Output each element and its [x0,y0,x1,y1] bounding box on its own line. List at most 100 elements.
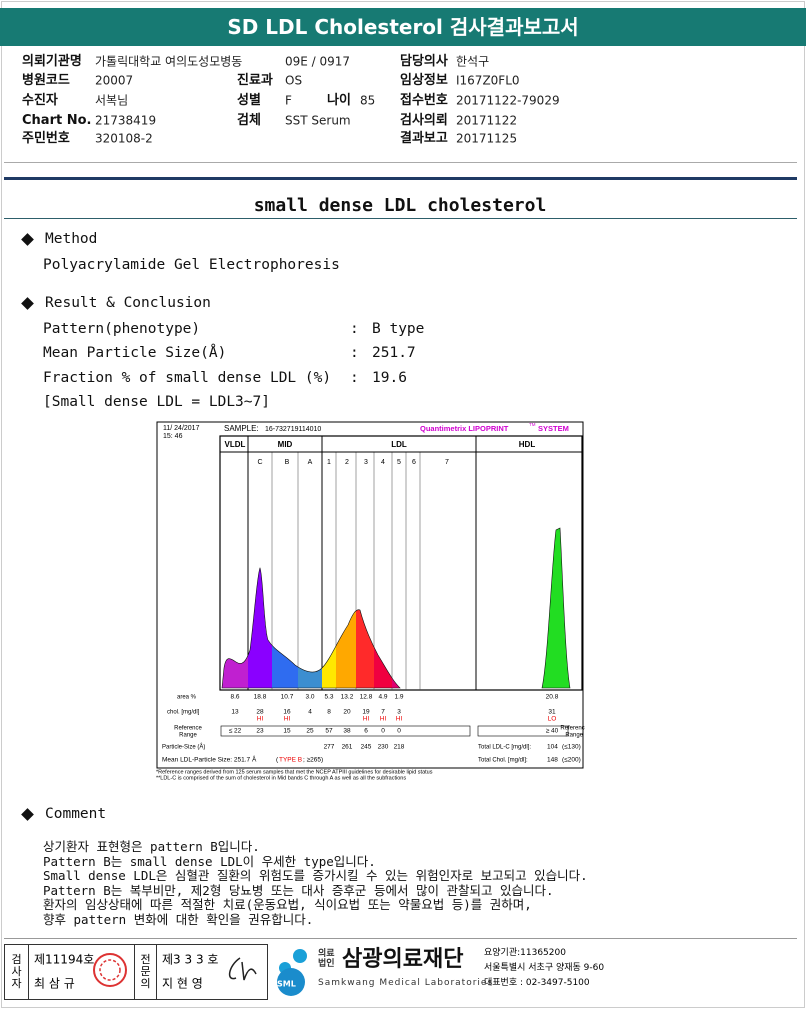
result-value: 251.7 [372,345,416,362]
flag: HI [380,716,387,723]
total-ref: (≤130) [562,744,581,751]
particle-size: 245 [361,744,372,751]
company-phone: 대표번호 : 02-3497-5100 [484,978,590,989]
type-open: ( [276,757,279,764]
section-title: small dense LDL cholesterol [253,195,547,217]
info-value: 20171122 [456,113,518,128]
reference-value: 57 [325,728,333,735]
result-separator: : [350,345,359,362]
result-separator: : [350,370,359,387]
group-label: MID [278,440,293,449]
particle-size: 218 [394,744,405,751]
total-value: 148 [547,757,558,764]
info-label: 진료과 [237,72,273,88]
area-value: 5.3 [324,694,333,701]
chol-value: 8 [327,709,331,716]
section-bottom-rule [4,218,797,219]
result-label: Fraction % of small dense LDL (%) [43,370,332,387]
band-label: 1 [327,459,331,466]
footer-rule [4,938,797,939]
info-label: 나이 [327,92,351,108]
area-value: 20.8 [546,694,559,701]
specialist-number: 제3 3 3 호 [162,952,219,967]
group-label: VLDL [225,440,246,449]
chart-time: 15: 46 [163,433,183,440]
result-note: [Small dense LDL = LDL3~7] [43,394,270,411]
info-label: 성별 [237,92,261,108]
signature [228,957,257,981]
band-label: 6 [412,459,416,466]
info-label: Chart No. [22,112,92,128]
flag: HI [257,716,264,723]
band-label: 4 [381,459,385,466]
chol-value: 16 [283,709,291,716]
signature-divider [28,944,29,1000]
group-label: HDL [519,440,536,449]
result-label: Mean Particle Size(Å) [43,345,227,362]
area-value: 4.9 [378,694,387,701]
reference-value: 6 [364,728,368,735]
area-value: 1.9 [394,694,403,701]
total-label: Total LDL-C [mg/dl]: [478,745,531,751]
comment-line: Small dense LDL은 심혈관 질환의 위험도를 증가시킬 수 있는 … [43,868,588,884]
chol-value: 13 [231,709,239,716]
examiner-name: 최 삼 규 [34,976,75,991]
particle-size: 261 [342,744,353,751]
curve-outline [221,527,571,689]
comment-line: 향후 pattern 변화에 대한 확인을 권유합니다. [43,912,314,928]
flag: HI [284,716,291,723]
sample-label: SAMPLE: [224,424,259,433]
reference-box [220,725,471,737]
stamp [93,953,127,987]
total-value: 104 [547,744,558,751]
mean-size: Mean LDL-Particle Size: 251.7 Å [162,755,257,764]
comment-heading: Comment [45,806,107,823]
info-value: 20007 [95,73,134,88]
info-label: 검사의뢰 [400,112,448,128]
info-value: 서복님 [95,93,129,108]
specialist-name: 지 현 영 [162,976,203,991]
info-value: 85 [360,93,376,108]
method-heading: Method [45,231,98,248]
row-label: Range [179,733,197,739]
info-value: I167Z0FL0 [456,73,520,88]
band-label: 2 [345,459,349,466]
info-label: 접수번호 [400,92,448,108]
row-label: Reference [174,726,202,732]
company-name: 삼광의료재단 [342,946,464,972]
comment-line: 환자의 임상상태에 따른 적절한 치료(운동요법, 식이요법 또는 약물요법 등… [43,897,532,913]
examiner-number: 제11194호 [34,952,95,967]
chol-value: 28 [256,709,264,716]
result-value: 19.6 [372,370,407,387]
chart-date: 11/ 24/2017 [163,425,200,432]
reference-value: ≤ 22 [229,728,242,735]
section-top-rule [4,177,797,180]
result-heading: Result & Conclusion [45,295,211,312]
brand-system: SYSTEM [538,424,569,433]
info-value: 09E / 0917 [285,54,351,69]
company-english: Samkwang Medical Laboratories [318,978,494,989]
info-value: F [285,93,292,108]
corp-label: 의료법인 [318,949,335,969]
info-label: 의뢰기관명 [22,53,82,69]
band-label: 3 [364,459,368,466]
signature-divider [134,944,135,1000]
area-value: 10.7 [281,694,294,701]
reference-value: 15 [283,728,291,735]
sample-id: 16-732719114010 [265,426,321,433]
flag: LO [548,716,557,723]
area-value: 8.6 [230,694,239,701]
row-label: Range [565,733,583,739]
area-value: 18.8 [254,694,267,701]
info-value: 320108-2 [95,131,153,146]
facility-code: 요양기관:11365200 [484,948,566,959]
reference-value: 25 [306,728,314,735]
result-value: B type [372,321,425,338]
band-label: 5 [397,459,401,466]
total-ref: (≤200) [562,757,581,764]
info-label: 검체 [237,112,261,128]
signature-divider [156,944,157,1000]
